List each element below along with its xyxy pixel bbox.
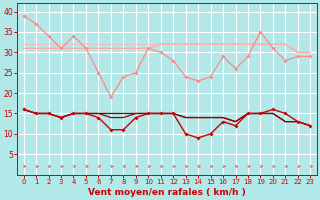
- X-axis label: Vent moyen/en rafales ( km/h ): Vent moyen/en rafales ( km/h ): [88, 188, 246, 197]
